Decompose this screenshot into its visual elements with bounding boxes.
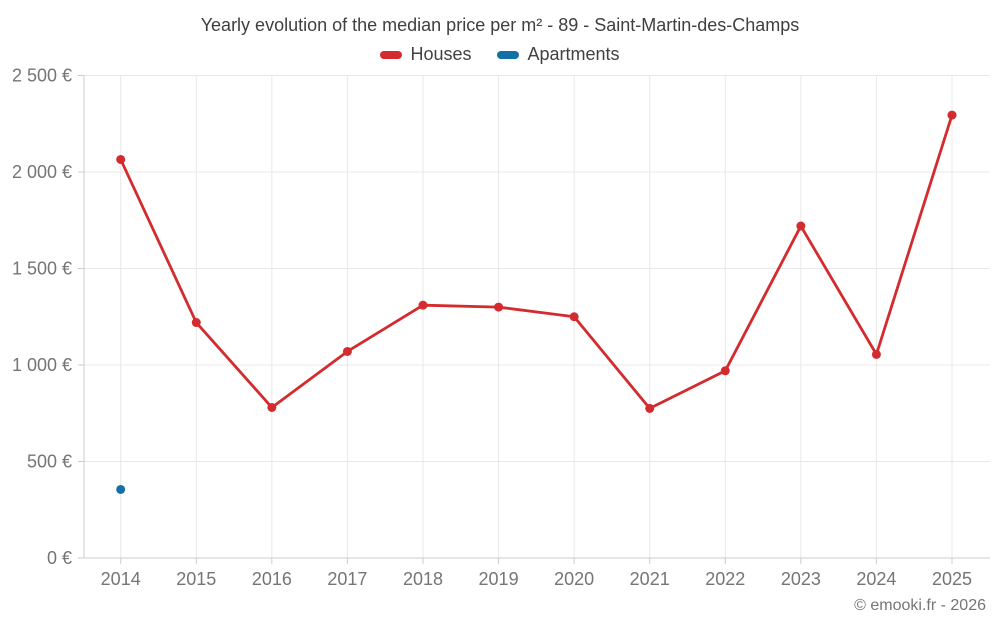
houses-legend-swatch-icon	[380, 50, 403, 59]
x-axis-tick-label: 2019	[479, 569, 519, 589]
houses-point-2023[interactable]	[796, 221, 806, 231]
legend-item-houses[interactable]: Houses	[380, 44, 471, 65]
x-axis-tick-label: 2015	[176, 569, 216, 589]
houses-point-2014[interactable]	[116, 154, 126, 164]
houses-point-2019[interactable]	[494, 302, 504, 312]
x-axis-tick-label: 2025	[932, 569, 972, 589]
x-axis-tick-label: 2020	[554, 569, 594, 589]
legend-item-apartments[interactable]: Apartments	[497, 44, 620, 65]
apartments-legend-label: Apartments	[527, 44, 620, 64]
y-axis-tick-label: 1 000 €	[12, 355, 72, 375]
houses-point-2015[interactable]	[191, 318, 201, 328]
x-axis-tick-label: 2024	[856, 569, 896, 589]
x-axis-tick-label: 2016	[252, 569, 292, 589]
chart-title: Yearly evolution of the median price per…	[200, 15, 800, 35]
houses-point-2022[interactable]	[720, 366, 730, 376]
x-axis-tick-label: 2022	[705, 569, 745, 589]
y-axis-tick-label: 2 500 €	[12, 66, 72, 86]
houses-point-2021[interactable]	[645, 403, 655, 413]
houses-series-line	[119, 113, 954, 410]
copyright-text: © emooki.fr - 2026	[854, 597, 986, 614]
y-axis-tick-label: 500 €	[27, 452, 72, 472]
y-axis-tick-label: 0 €	[47, 548, 72, 568]
houses-point-2024[interactable]	[871, 349, 881, 359]
apartments-point-2014[interactable]	[116, 484, 126, 494]
houses-point-2025[interactable]	[947, 110, 957, 120]
x-axis-tick-label: 2021	[630, 569, 670, 589]
houses-legend-label: Houses	[410, 44, 472, 64]
x-axis-tick-label: 2014	[101, 569, 141, 589]
x-axis-tick-label: 2017	[327, 569, 367, 589]
houses-point-2020[interactable]	[569, 312, 579, 322]
x-axis-tick-label: 2023	[781, 569, 821, 589]
y-axis-tick-label: 1 500 €	[12, 259, 72, 279]
apartments-legend-swatch-icon	[497, 50, 520, 59]
houses-point-2017[interactable]	[342, 346, 352, 356]
x-axis-tick-label: 2018	[403, 569, 443, 589]
chart-legend: Houses Apartments	[0, 44, 1000, 65]
houses-point-2018[interactable]	[418, 300, 428, 310]
y-axis-tick-label: 2 000 €	[12, 162, 72, 182]
houses-point-2016[interactable]	[267, 402, 277, 412]
